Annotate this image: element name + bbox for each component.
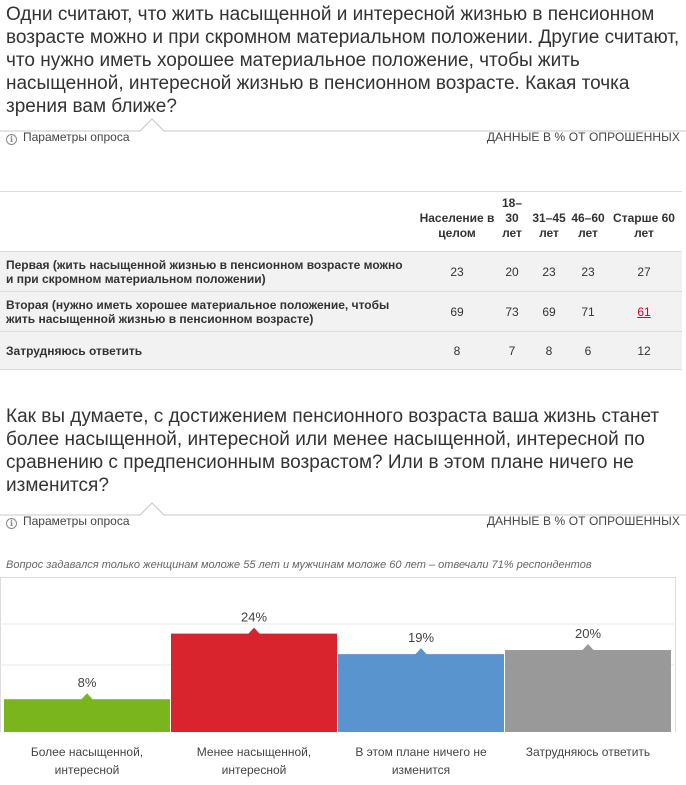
- data-unit-label-1: ДАННЫЕ В % ОТ ОПРОШЕННЫХ: [486, 130, 680, 144]
- highlighted-value-link[interactable]: 61: [637, 304, 651, 319]
- survey-params-toggle-2[interactable]: i Параметры опроса: [6, 514, 130, 529]
- info-icon: i: [6, 518, 17, 529]
- question-1: Одни считают, что жить насыщенной и инте…: [6, 4, 680, 117]
- bar: [338, 654, 504, 732]
- params-divider-2: [0, 502, 686, 516]
- table-cell-highlighted[interactable]: 61: [606, 291, 682, 332]
- table-cell: 27: [606, 251, 682, 292]
- table-header-cell: 46–60 лет: [570, 191, 606, 252]
- bar-value-label: 8%: [78, 675, 97, 690]
- survey-params-label: Параметры опроса: [23, 130, 130, 144]
- table-header-cell: 18–30 лет: [496, 191, 528, 252]
- bar: [505, 650, 671, 732]
- table-header-blank: [0, 191, 418, 252]
- table-row: Первая (жить насыщенной жизнью в пенсион…: [0, 251, 682, 292]
- category-label: Менее насыщенной, интересной: [196, 745, 312, 777]
- bar-notch: [582, 644, 594, 651]
- data-unit-label-2: ДАННЫЕ В % ОТ ОПРОШЕННЫХ: [486, 514, 680, 528]
- table-cell: 23: [570, 251, 606, 292]
- table-header-row: Население в целом 18–30 лет 31–45 лет 46…: [0, 191, 682, 252]
- table-header-cell: Население в целом: [418, 191, 496, 252]
- table-cell: 73: [496, 291, 528, 332]
- category-label: Более насыщенной, интересной: [30, 745, 144, 777]
- table-header-cell: Старше 60 лет: [606, 191, 682, 252]
- results-table: Население в целом 18–30 лет 31–45 лет 46…: [0, 191, 682, 370]
- table-header-cell: 31–45 лет: [528, 191, 570, 252]
- table-cell: 23: [418, 251, 496, 292]
- survey-params-label: Параметры опроса: [23, 514, 130, 528]
- category-label: Затрудняюсь ответить: [525, 745, 651, 759]
- row-label: Первая (жить насыщенной жизнью в пенсион…: [0, 251, 418, 292]
- bar: [4, 699, 170, 732]
- chart-note: Вопрос задавался только женщинам моложе …: [6, 559, 592, 571]
- table-cell: 23: [528, 251, 570, 292]
- bar-notch: [248, 627, 260, 635]
- info-icon: i: [6, 134, 17, 145]
- bar-notch: [415, 648, 427, 655]
- table-cell: 71: [570, 291, 606, 332]
- row-label: Затрудняюсь ответить: [0, 331, 418, 370]
- table-cell: 69: [528, 291, 570, 332]
- bar-value-label: 19%: [408, 630, 434, 645]
- question-2: Как вы думаете, с достижением пенсионног…: [6, 406, 660, 496]
- table-cell: 20: [496, 251, 528, 292]
- category-label: В этом плане ничего не изменится: [355, 745, 487, 777]
- table-cell: 8: [418, 331, 496, 370]
- bar-chart: 8% 24% 19% 20%: [0, 610, 676, 732]
- table-cell: 6: [570, 331, 606, 370]
- bar-value-label: 20%: [575, 626, 601, 641]
- params-divider-1: [0, 118, 686, 132]
- survey-params-toggle-1[interactable]: i Параметры опроса: [6, 130, 130, 145]
- table-cell: 7: [496, 331, 528, 370]
- survey-params-bar-1: i Параметры опроса ДАННЫЕ В % ОТ ОПРОШЕНН…: [0, 112, 686, 152]
- table-cell: 8: [528, 331, 570, 370]
- table-row: Вторая (нужно иметь хорошее материальное…: [0, 291, 682, 332]
- survey-params-bar-2: i Параметры опроса ДАННЫЕ В % ОТ ОПРОШЕНН…: [0, 496, 686, 536]
- row-label: Вторая (нужно иметь хорошее материальное…: [0, 291, 418, 332]
- bar-value-label: 24%: [241, 610, 267, 625]
- table-cell: 69: [418, 291, 496, 332]
- bar: [171, 633, 337, 732]
- table-cell: 12: [606, 331, 682, 370]
- table-row: Затрудняюсь ответить 8 7 8 6 12: [0, 331, 682, 370]
- bar-notch: [81, 693, 93, 700]
